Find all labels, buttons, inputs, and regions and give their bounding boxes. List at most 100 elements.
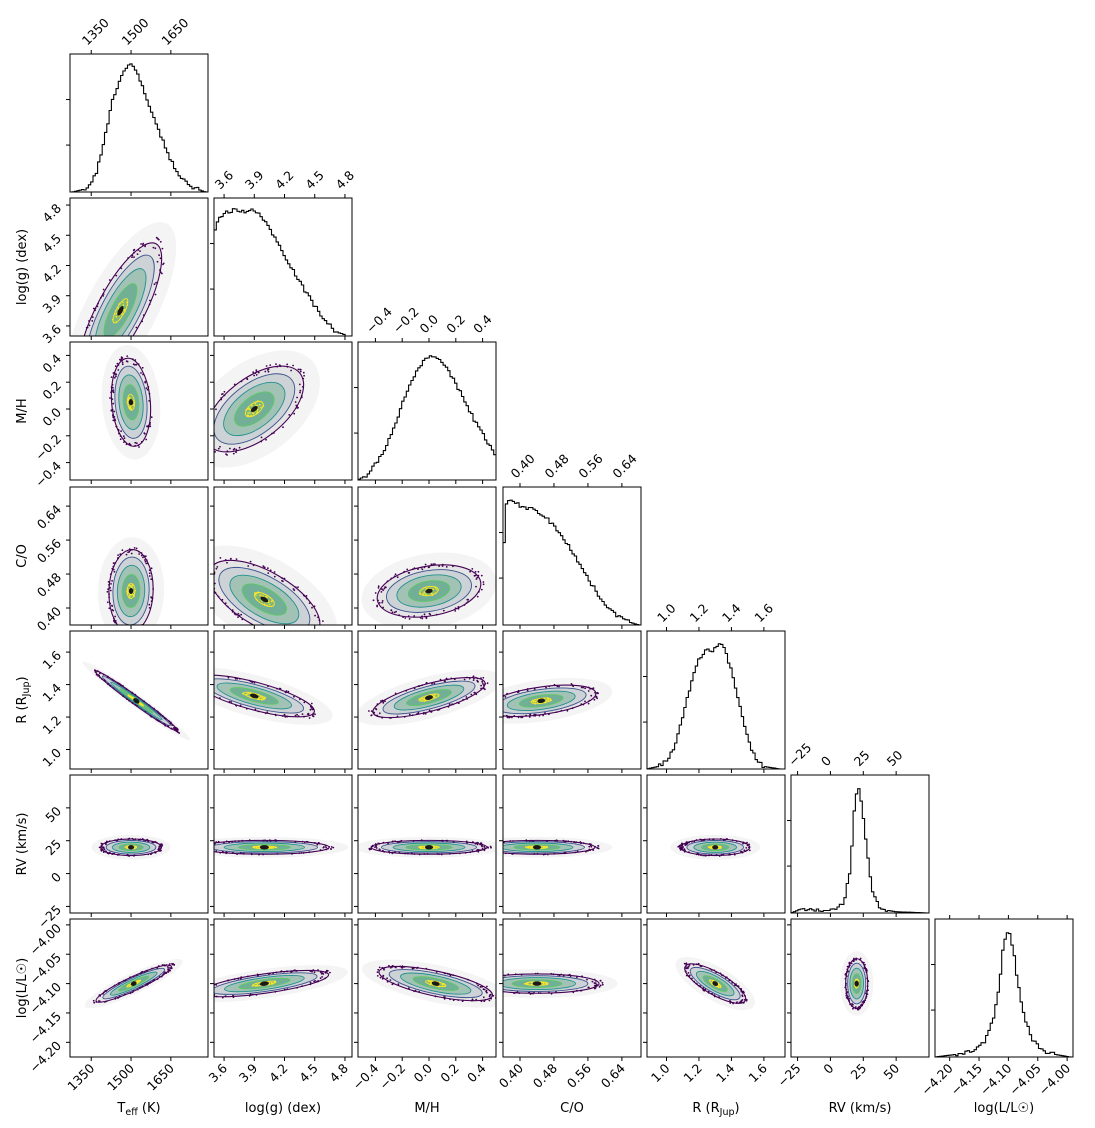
scatter-point <box>118 982 121 984</box>
scatter-point <box>149 423 151 426</box>
scatter-point <box>704 854 707 857</box>
scatter-point <box>381 716 384 719</box>
scatter-point <box>395 966 397 969</box>
scatter-point <box>108 840 111 842</box>
scatter-point <box>119 435 122 437</box>
top-tick-label: 0.48 <box>541 451 571 481</box>
scatter-point <box>550 992 553 995</box>
scatter-point <box>151 967 153 970</box>
scatter-point <box>158 712 161 715</box>
scatter-point <box>478 590 480 593</box>
scatter-point <box>504 696 507 698</box>
scatter-point <box>489 976 491 978</box>
scatter-point <box>302 594 305 597</box>
x-axis-label: R (RJup) <box>692 1101 739 1118</box>
scatter-point <box>394 573 397 576</box>
scatter-point <box>260 436 263 439</box>
scatter-point <box>558 974 561 977</box>
scatter-point <box>214 842 216 845</box>
scatter-point <box>438 565 440 567</box>
scatter-point <box>679 847 681 849</box>
scatter-point <box>375 847 378 849</box>
scatter-point <box>221 393 224 395</box>
scatter-point <box>158 976 161 978</box>
scatter-point <box>376 605 378 608</box>
scatter-point <box>203 689 205 691</box>
scatter-point <box>263 566 266 569</box>
scatter-point <box>865 997 867 999</box>
scatter-point <box>134 693 137 696</box>
scatter-point <box>264 370 267 373</box>
scatter-point <box>681 842 684 845</box>
scatter-point <box>844 973 847 975</box>
scatter-point <box>132 594 134 596</box>
scatter-point <box>846 968 849 971</box>
scatter-point <box>370 845 373 848</box>
scatter-point <box>128 838 131 840</box>
top-tick-label: 1350 <box>79 15 112 48</box>
scatter-point <box>81 351 83 353</box>
scatter-point <box>288 414 291 416</box>
scatter-point <box>91 320 94 322</box>
scatter-point <box>377 599 379 602</box>
scatter-point <box>582 703 585 706</box>
scatter-point <box>475 676 477 679</box>
scatter-point <box>131 256 133 259</box>
scatter-point <box>421 700 423 702</box>
scatter-point <box>848 964 851 967</box>
scatter-point <box>295 404 298 407</box>
scatter-point <box>418 685 421 687</box>
scatter-point <box>731 981 734 984</box>
scatter-point <box>593 698 596 701</box>
scatter-point <box>711 993 713 995</box>
scatter-point <box>232 452 235 455</box>
scatter-point <box>114 615 116 618</box>
scatter-point <box>437 709 439 711</box>
scatter-point <box>695 963 698 966</box>
scatter-point <box>197 990 199 992</box>
scatter-point <box>477 841 479 844</box>
marginal-panel-rv: −25 0 25 50 <box>785 740 930 914</box>
scatter-point <box>274 980 276 982</box>
scatter-point <box>325 846 327 849</box>
scatter-point <box>114 562 116 564</box>
scatter-point <box>444 985 446 987</box>
scatter-point <box>121 359 123 362</box>
scatter-point <box>845 994 848 997</box>
scatter-point <box>587 690 590 692</box>
scatter-point <box>269 847 272 849</box>
scatter-point <box>850 1005 853 1007</box>
scatter-point <box>165 964 168 966</box>
scatter-point <box>138 629 140 631</box>
scatter-point <box>128 631 130 633</box>
scatter-point <box>389 979 392 981</box>
scatter-point <box>258 853 260 856</box>
scatter-point <box>122 435 125 438</box>
scatter-point <box>249 409 252 411</box>
scatter-point <box>267 601 270 604</box>
scatter-point <box>117 432 120 435</box>
scatter-point <box>420 839 423 841</box>
panel-frame <box>213 630 353 770</box>
scatter-point <box>543 697 545 700</box>
scatter-point <box>235 451 238 454</box>
scatter-point <box>424 563 427 566</box>
scatter-point <box>408 987 410 990</box>
scatter-point <box>299 389 302 392</box>
scatter-point <box>517 689 520 692</box>
scatter-point <box>848 966 851 968</box>
scatter-point <box>718 986 721 988</box>
scatter-point <box>111 409 114 411</box>
scatter-point <box>266 369 269 371</box>
scatter-point <box>116 557 119 559</box>
scatter-point <box>313 971 316 974</box>
scatter-point <box>115 321 117 323</box>
scatter-point <box>165 972 168 974</box>
scatter-point <box>205 845 207 847</box>
scatter-point <box>133 591 135 593</box>
bottom-tick-label: 25 <box>848 1061 870 1083</box>
scatter-point <box>498 976 500 978</box>
scatter-point <box>702 987 705 989</box>
scatter-point <box>150 416 153 419</box>
scatter-point <box>245 707 248 710</box>
